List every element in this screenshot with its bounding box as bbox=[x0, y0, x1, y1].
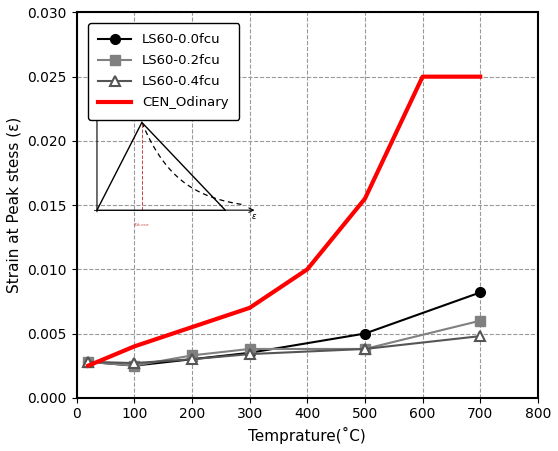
LS60-0.4fcu bbox=[246, 351, 253, 357]
Y-axis label: Strain at Peak stess (ε): Strain at Peak stess (ε) bbox=[7, 117, 22, 293]
LS60-0.0fcu bbox=[131, 363, 138, 368]
LS60-0.4fcu bbox=[85, 359, 92, 364]
CEN_Odinary bbox=[304, 267, 311, 272]
CEN_Odinary bbox=[246, 305, 253, 311]
Line: LS60-0.0fcu: LS60-0.0fcu bbox=[83, 288, 485, 371]
LS60-0.2fcu bbox=[362, 346, 368, 352]
LS60-0.0fcu bbox=[477, 290, 484, 295]
LS60-0.2fcu bbox=[477, 318, 484, 323]
LS60-0.4fcu bbox=[477, 333, 484, 339]
LS60-0.4fcu bbox=[189, 357, 195, 362]
CEN_Odinary bbox=[131, 344, 138, 349]
LS60-0.4fcu bbox=[362, 346, 368, 352]
LS60-0.0fcu bbox=[189, 357, 195, 362]
CEN_Odinary bbox=[477, 74, 484, 79]
LS60-0.0fcu bbox=[246, 350, 253, 355]
CEN_Odinary bbox=[362, 196, 368, 202]
LS60-0.0fcu bbox=[85, 359, 92, 364]
LS60-0.0fcu bbox=[362, 331, 368, 336]
Line: LS60-0.4fcu: LS60-0.4fcu bbox=[83, 331, 485, 368]
LS60-0.2fcu bbox=[85, 359, 92, 364]
Line: CEN_Odinary: CEN_Odinary bbox=[88, 77, 480, 366]
CEN_Odinary bbox=[85, 363, 92, 368]
Line: LS60-0.2fcu: LS60-0.2fcu bbox=[83, 316, 485, 371]
X-axis label: Temprature(˚C): Temprature(˚C) bbox=[248, 427, 366, 444]
LS60-0.4fcu bbox=[131, 360, 138, 366]
LS60-0.2fcu bbox=[189, 353, 195, 358]
LS60-0.2fcu bbox=[131, 363, 138, 368]
CEN_Odinary bbox=[419, 74, 426, 79]
LS60-0.2fcu bbox=[246, 346, 253, 352]
Legend: LS60-0.0fcu, LS60-0.2fcu, LS60-0.4fcu, CEN_Odinary: LS60-0.0fcu, LS60-0.2fcu, LS60-0.4fcu, C… bbox=[88, 23, 239, 120]
CEN_Odinary bbox=[189, 324, 195, 330]
